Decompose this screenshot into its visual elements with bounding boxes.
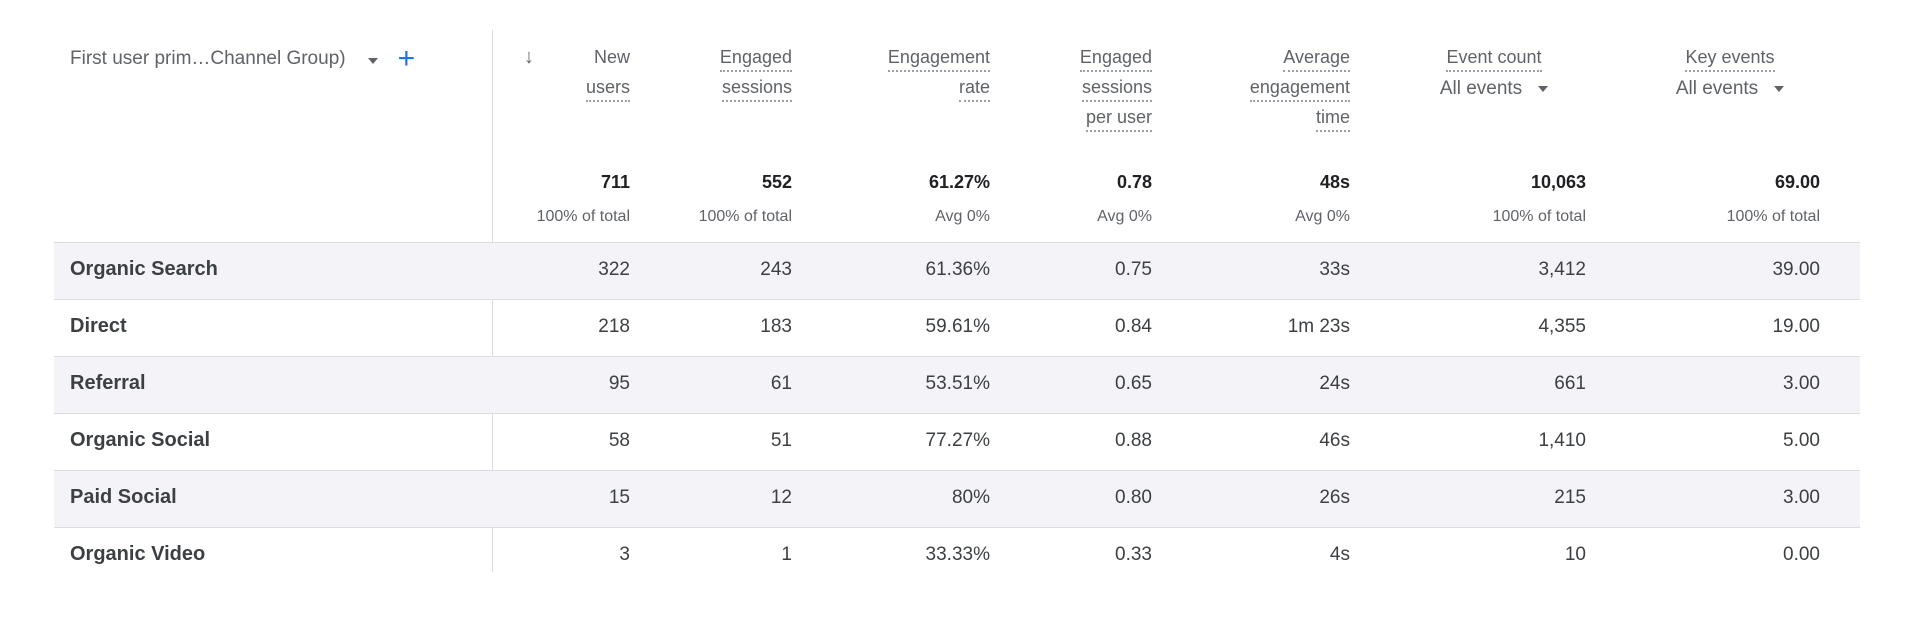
header-engaged-sessions[interactable]: Engaged sessions	[674, 42, 792, 102]
table-row[interactable]: Referral 95 61 53.51% 0.65 24s 661 3.00	[54, 356, 1860, 413]
add-dimension-icon[interactable]: +	[397, 42, 416, 75]
table-row[interactable]: Organic Video 3 1 33.33% 0.33 4s 10 0.00	[54, 527, 1860, 572]
event-count-selector[interactable]: All events	[1414, 74, 1574, 104]
key-events-selector[interactable]: All events	[1650, 74, 1810, 104]
total-average-engagement-time: 48s	[1319, 172, 1350, 192]
column-divider	[492, 30, 493, 572]
total-sub-new-users: 100% of total	[536, 208, 630, 225]
total-sub-engaged-sessions-per-user: Avg 0%	[1097, 208, 1152, 225]
total-sub-engaged-sessions: 100% of total	[698, 208, 792, 225]
total-sub-average-engagement-time: Avg 0%	[1295, 208, 1350, 225]
header-engaged-sessions-per-user[interactable]: Engaged sessions per user	[1034, 42, 1152, 132]
total-event-count: 10,063	[1530, 172, 1586, 192]
chevron-down-icon	[1538, 86, 1549, 92]
total-sub-key-events: 100% of total	[1726, 208, 1820, 225]
total-engaged-sessions-per-user: 0.78	[1116, 172, 1152, 192]
total-key-events: 69.00	[1774, 172, 1820, 192]
row-label: Referral	[70, 372, 146, 394]
dimension-header[interactable]: First user prim…Channel Group) +	[54, 30, 492, 242]
table-row[interactable]: Organic Social 58 51 77.27% 0.88 46s 1,4…	[54, 413, 1860, 470]
header-event-count[interactable]: Event count All events	[1414, 42, 1574, 104]
total-engaged-sessions: 552	[761, 172, 792, 192]
row-label: Organic Social	[70, 429, 211, 451]
header-new-users[interactable]: New users	[534, 42, 630, 102]
row-label: Organic Video	[70, 543, 206, 565]
dimension-selector[interactable]: First user prim…Channel Group)	[70, 48, 346, 69]
table-row[interactable]: Direct 218 183 59.61% 0.84 1m 23s 4,355 …	[54, 299, 1860, 356]
report-table: First user prim…Channel Group) + ↓ New u…	[54, 30, 1860, 572]
table-row[interactable]: Paid Social 15 12 80% 0.80 26s 215 3.00	[54, 470, 1860, 527]
chevron-down-icon[interactable]	[367, 58, 378, 64]
table-row[interactable]: Organic Search 322 243 61.36% 0.75 33s 3…	[54, 242, 1860, 299]
total-engagement-rate: 61.27%	[928, 172, 990, 192]
total-new-users: 711	[600, 172, 630, 192]
header-average-engagement-time[interactable]: Average engagement time	[1184, 42, 1350, 132]
table-header: First user prim…Channel Group) + ↓ New u…	[54, 30, 1860, 242]
chevron-down-icon	[1774, 86, 1785, 92]
row-label: Direct	[70, 315, 127, 337]
header-key-events[interactable]: Key events All events	[1650, 42, 1810, 104]
header-engagement-rate[interactable]: Engagement rate	[824, 42, 990, 102]
row-label: Organic Search	[70, 258, 218, 280]
sort-descending-icon[interactable]: ↓	[524, 46, 534, 68]
total-sub-event-count: 100% of total	[1492, 208, 1586, 225]
row-label: Paid Social	[70, 486, 177, 508]
total-sub-engagement-rate: Avg 0%	[935, 208, 990, 225]
